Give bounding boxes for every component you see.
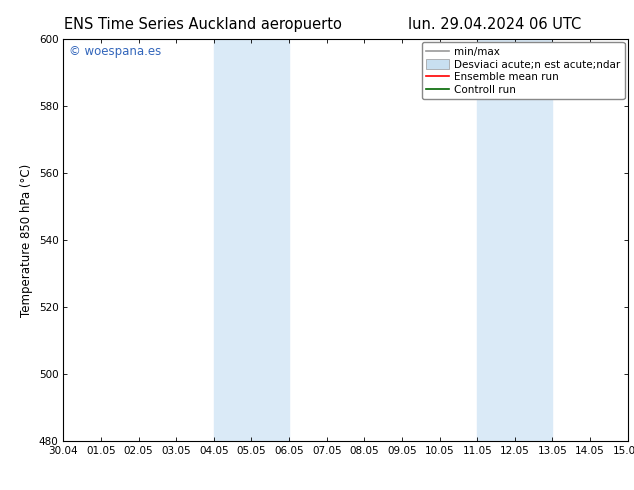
Bar [477, 39, 552, 441]
Text: lun. 29.04.2024 06 UTC: lun. 29.04.2024 06 UTC [408, 17, 581, 32]
Y-axis label: Temperature 850 hPa (°C): Temperature 850 hPa (°C) [20, 164, 33, 317]
Legend: min/max, Desviaci acute;n est acute;ndar, Ensemble mean run, Controll run: min/max, Desviaci acute;n est acute;ndar… [422, 42, 624, 99]
Text: © woespana.es: © woespana.es [69, 45, 161, 58]
Text: ENS Time Series Auckland aeropuerto: ENS Time Series Auckland aeropuerto [64, 17, 342, 32]
Bar [214, 39, 289, 441]
